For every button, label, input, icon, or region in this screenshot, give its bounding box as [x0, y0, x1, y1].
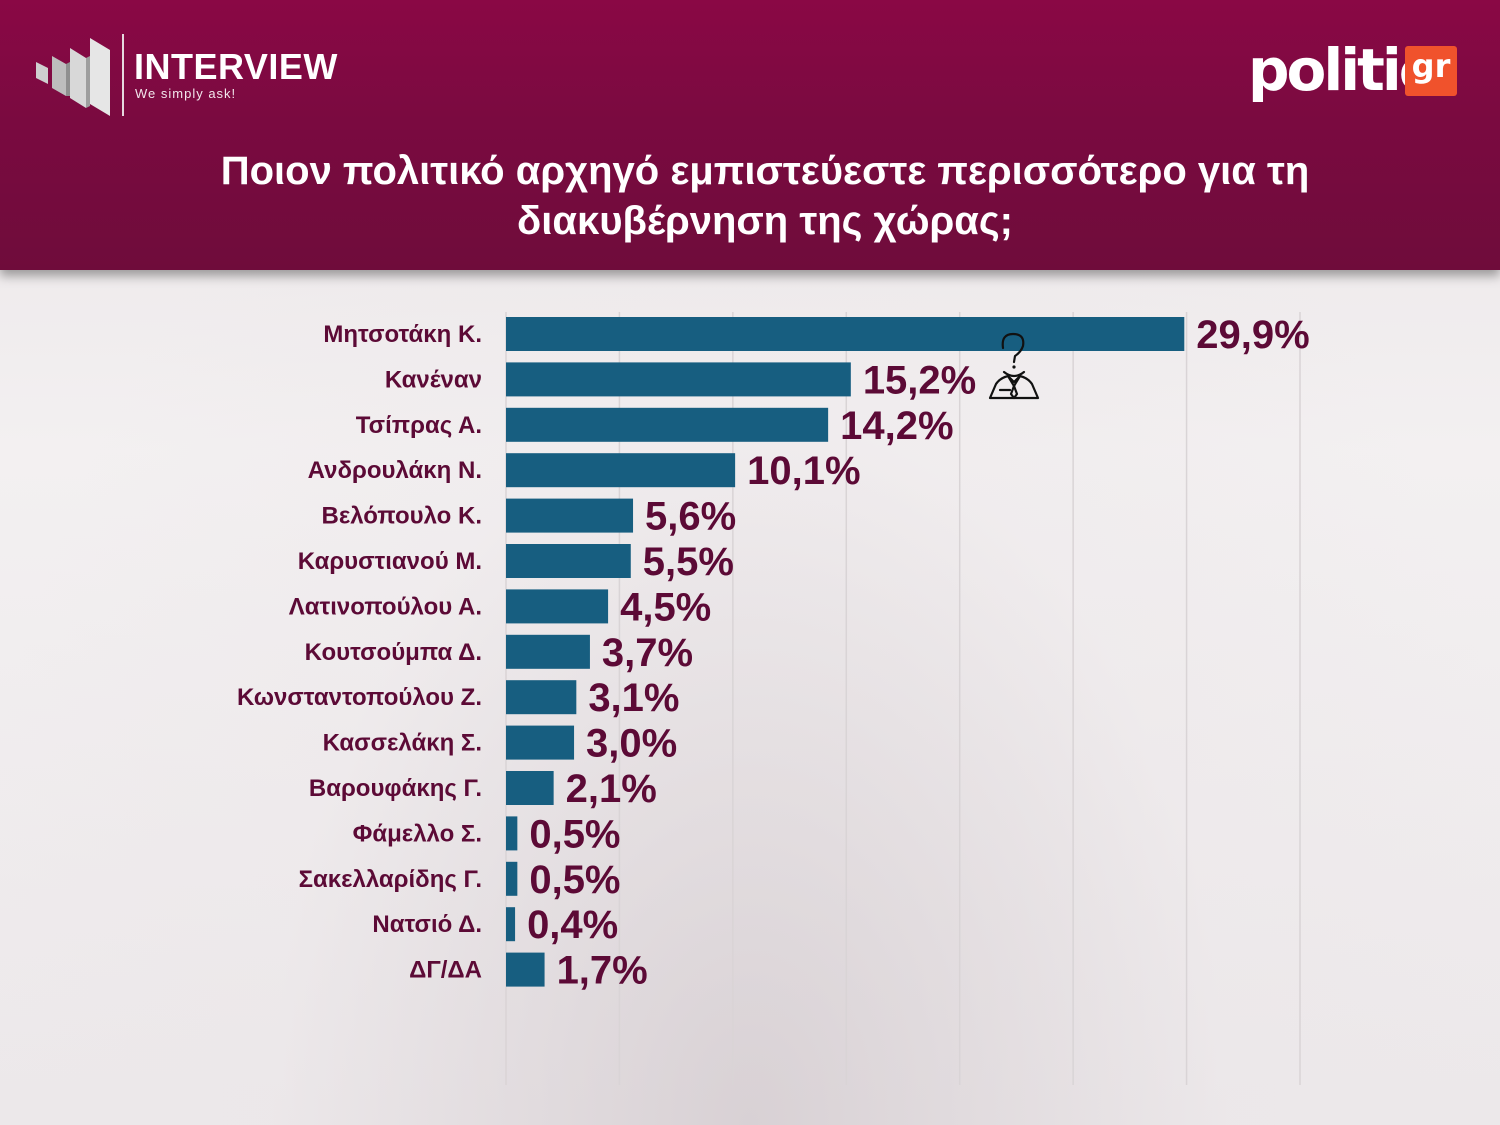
bar	[506, 907, 516, 942]
bar	[506, 816, 518, 851]
bar	[506, 498, 634, 533]
category-label: ΔΓ/ΔΑ	[409, 957, 482, 984]
bar	[506, 317, 1185, 351]
value-label: 10,1%	[747, 449, 860, 493]
value-label: 3,0%	[586, 722, 677, 766]
interview-logo-name: INTERVIEW	[134, 46, 338, 87]
category-label: Νατσιό Δ.	[372, 911, 482, 938]
value-label: 29,9%	[1196, 313, 1309, 357]
politic-logo-word: politic	[1248, 36, 1433, 104]
category-label: Λατινοπούλου Α.	[289, 593, 482, 620]
bar	[506, 634, 590, 669]
category-label: Κασσελάκη Σ.	[323, 730, 482, 757]
value-label: 0,5%	[529, 858, 620, 902]
value-label: 5,5%	[643, 540, 734, 584]
politic-logo-suffix: gr	[1405, 46, 1457, 96]
bar	[506, 952, 545, 987]
interview-bars-icon	[36, 38, 110, 116]
value-label: 15,2%	[863, 358, 976, 402]
value-label: 0,4%	[527, 903, 618, 947]
category-label: Κωνσταντοπούλου Ζ.	[237, 684, 482, 711]
category-label: Τσίπρας Α.	[356, 412, 482, 439]
bar	[506, 544, 631, 578]
category-label: Καρυστιανού Μ.	[298, 548, 482, 575]
value-label: 5,6%	[645, 495, 736, 539]
logo-divider	[122, 34, 124, 116]
bar	[506, 771, 554, 805]
chart-title: Ποιον πολιτικό αρχηγό εμπιστεύεστε περισ…	[220, 149, 1310, 243]
category-label: Φάμελλο Σ.	[353, 820, 482, 847]
politic-logo: politic gr	[1248, 36, 1463, 108]
category-label: Κουτσούμπα Δ.	[305, 639, 482, 666]
value-label: 0,5%	[529, 812, 620, 856]
category-label: Μητσοτάκη Κ.	[323, 321, 482, 348]
bar	[506, 725, 575, 760]
interview-logo: INTERVIEW We simply ask!	[34, 34, 364, 118]
value-label: 2,1%	[566, 767, 657, 811]
category-label: Βελόπουλο Κ.	[322, 503, 483, 530]
category-label: Ανδρουλάκη Ν.	[308, 457, 482, 484]
value-label: 4,5%	[620, 585, 711, 629]
value-label: 3,7%	[602, 631, 693, 675]
header-banner: INTERVIEW We simply ask! politic gr Ποιο…	[0, 0, 1500, 270]
category-label: Σακελλαρίδης Γ.	[299, 866, 482, 893]
bar	[506, 589, 609, 624]
question-person-icon	[988, 332, 1040, 400]
category-label: Κανέναν	[385, 366, 482, 393]
value-label: 14,2%	[840, 404, 953, 448]
category-label: Βαρουφάκης Γ.	[309, 775, 482, 802]
bar	[506, 680, 577, 715]
value-label: 3,1%	[588, 676, 679, 720]
bar	[506, 407, 829, 442]
value-label: 1,7%	[557, 949, 648, 993]
interview-logo-tagline: We simply ask!	[135, 86, 237, 101]
bar	[506, 453, 736, 488]
bar	[506, 861, 518, 896]
bar	[506, 362, 851, 397]
